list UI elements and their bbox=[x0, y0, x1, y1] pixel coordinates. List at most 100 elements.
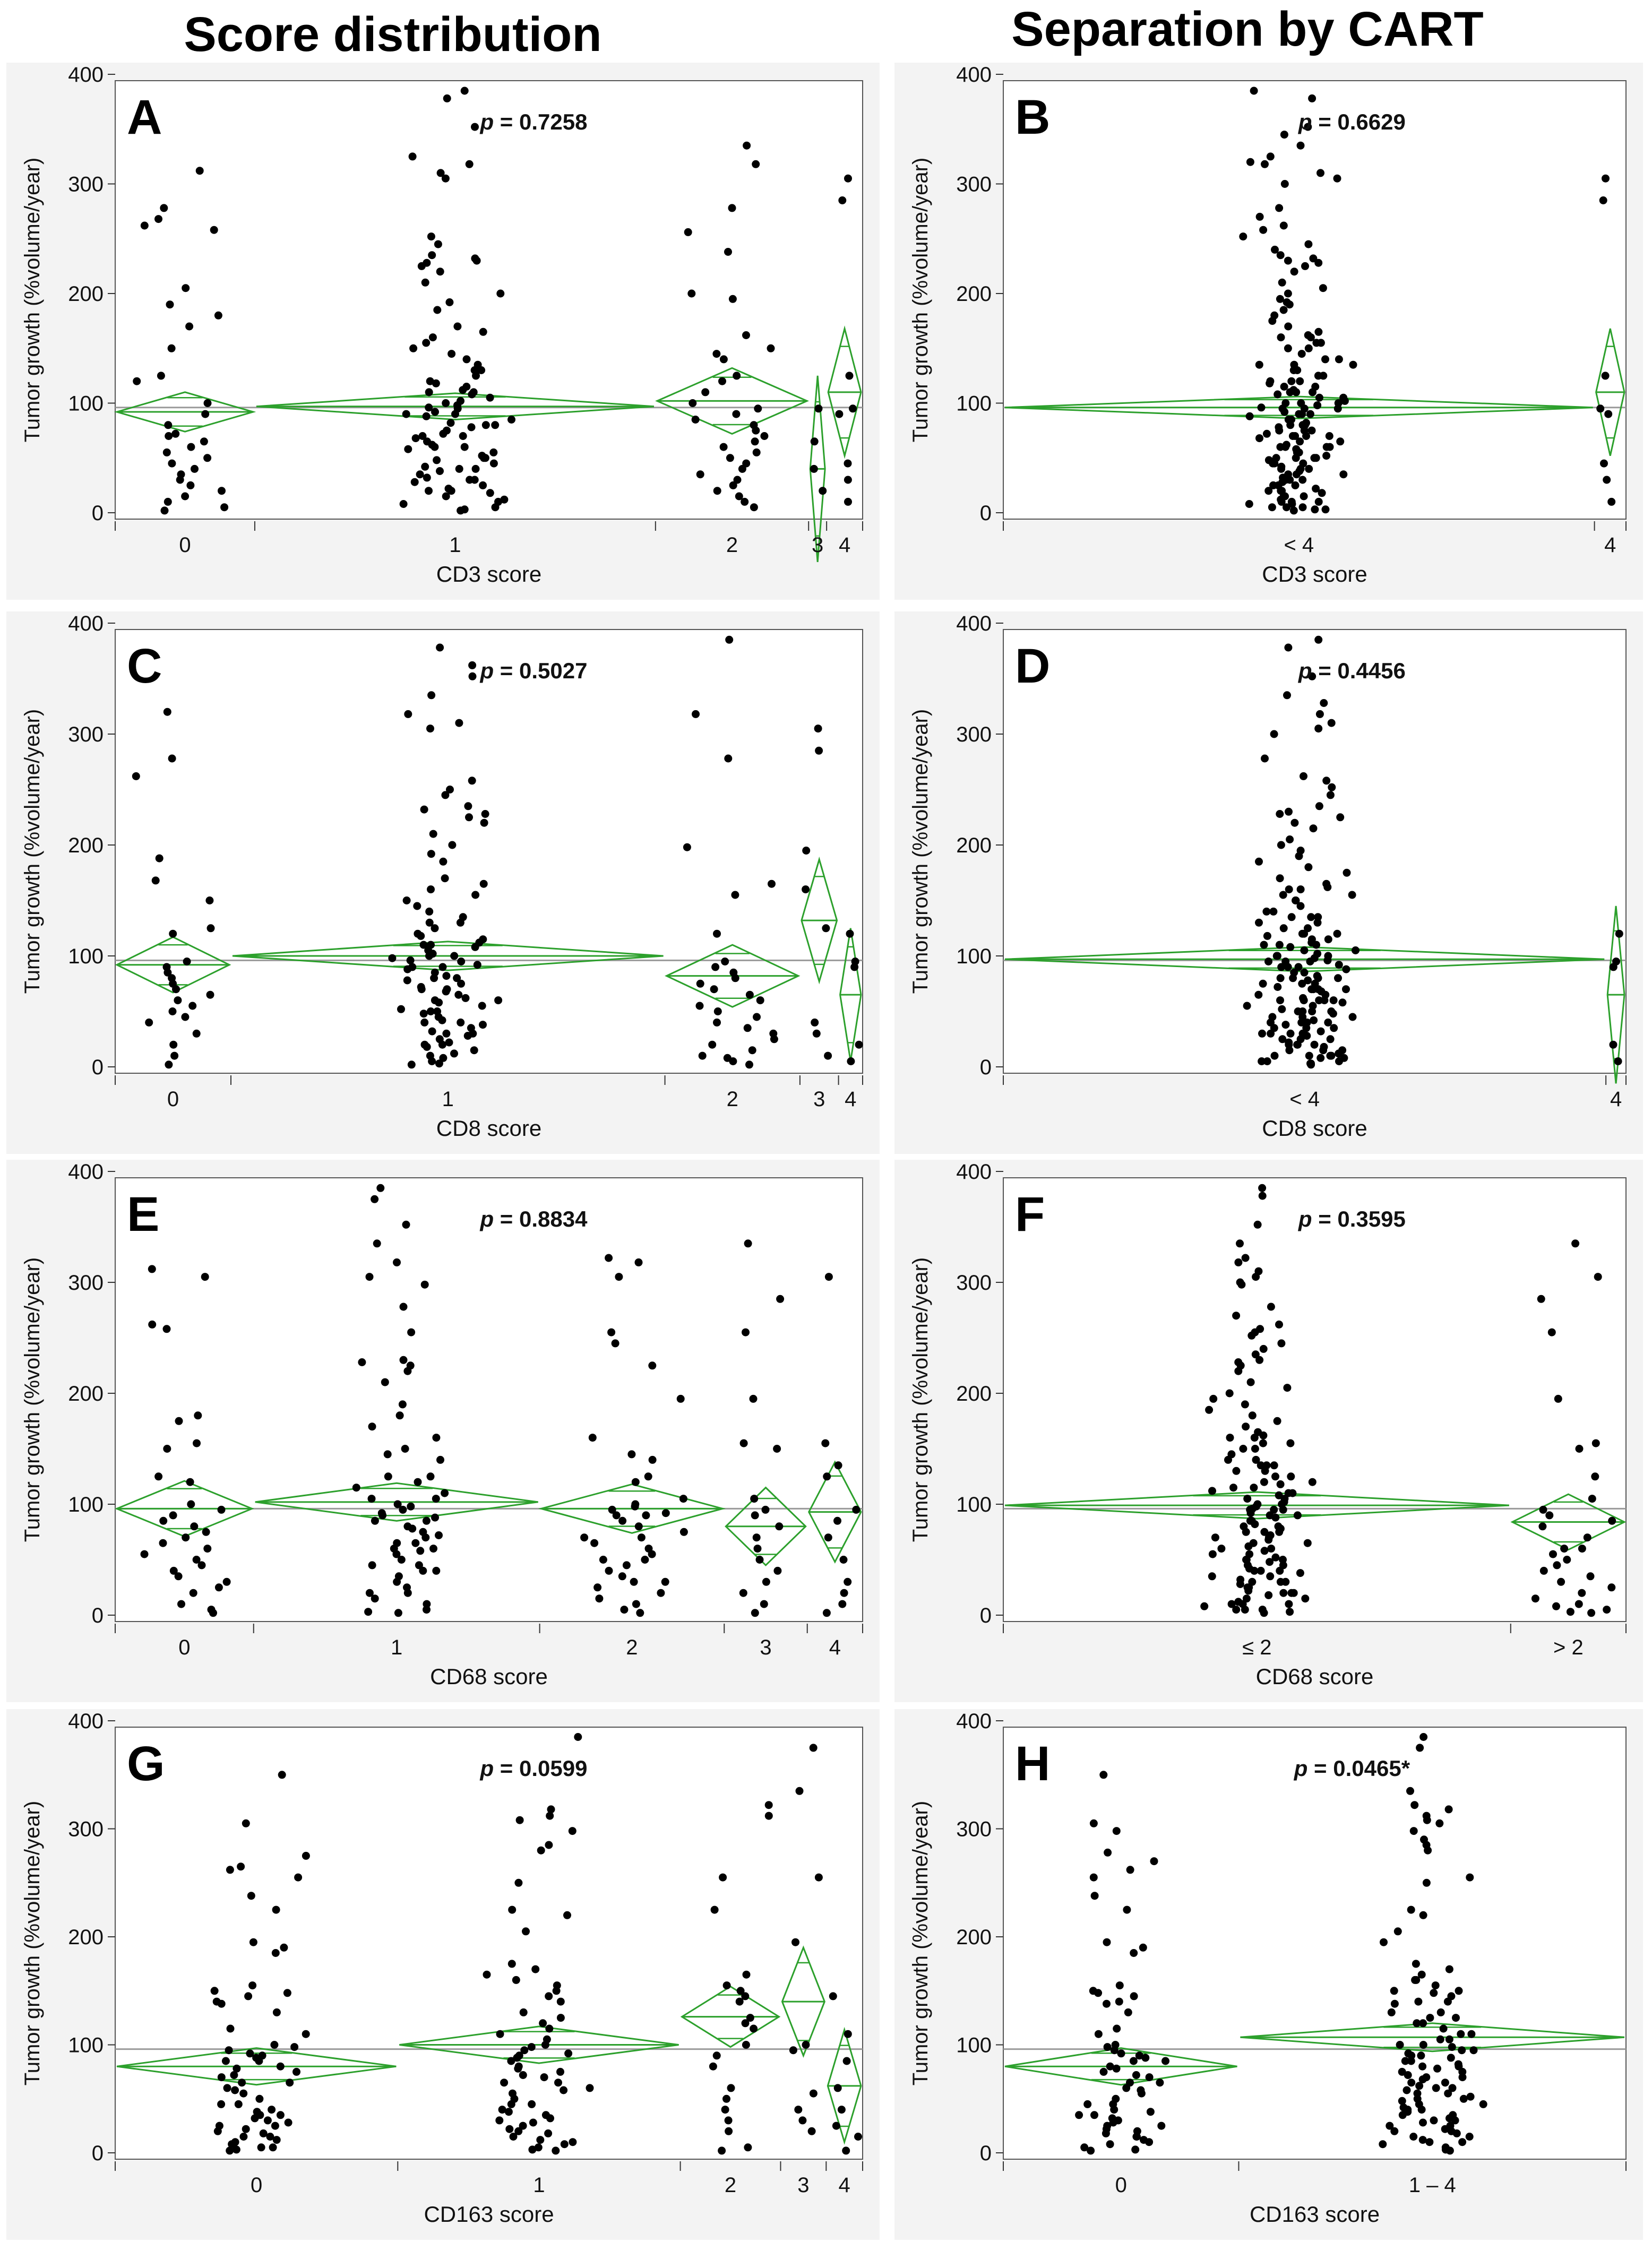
data-point bbox=[388, 954, 397, 962]
data-point bbox=[741, 1992, 750, 2000]
data-point bbox=[1304, 240, 1313, 248]
data-point bbox=[276, 2062, 285, 2071]
data-point bbox=[500, 2079, 509, 2087]
data-point bbox=[1290, 268, 1298, 276]
data-point bbox=[1433, 2064, 1441, 2073]
data-point bbox=[1115, 1997, 1123, 2006]
data-point bbox=[1447, 2054, 1455, 2062]
data-point bbox=[1241, 1606, 1249, 1614]
data-point bbox=[215, 2122, 223, 2130]
data-point bbox=[560, 2086, 568, 2094]
data-point bbox=[1229, 1484, 1237, 1492]
data-point bbox=[709, 2062, 717, 2071]
data-point bbox=[201, 1273, 209, 1281]
data-point bbox=[164, 968, 172, 977]
data-point bbox=[712, 350, 721, 358]
panel-f: 0 100 200 300 400 Tumor growth (%volume/year)… bbox=[894, 1160, 1643, 1702]
data-point bbox=[1300, 929, 1309, 938]
data-point bbox=[833, 1516, 841, 1525]
data-point bbox=[1412, 1960, 1420, 1968]
data-point bbox=[822, 1609, 831, 1617]
data-point bbox=[1245, 500, 1253, 508]
data-point bbox=[163, 708, 171, 716]
plot-frame bbox=[115, 80, 863, 520]
data-point bbox=[1406, 1787, 1414, 1795]
data-point bbox=[456, 918, 464, 927]
data-point bbox=[1258, 1057, 1266, 1065]
data-point bbox=[447, 487, 455, 495]
data-point bbox=[741, 497, 749, 506]
data-point bbox=[739, 1589, 747, 1597]
panel-letter: H bbox=[1015, 1737, 1050, 1791]
data-point bbox=[1292, 470, 1301, 479]
data-point bbox=[1435, 1819, 1444, 1827]
data-point bbox=[1226, 1434, 1234, 1442]
data-point bbox=[514, 2127, 523, 2135]
data-point bbox=[170, 1051, 179, 1060]
data-point bbox=[1255, 1356, 1264, 1364]
data-point bbox=[1264, 1591, 1273, 1599]
data-point bbox=[732, 410, 741, 418]
data-point bbox=[1419, 1733, 1428, 1741]
data-point bbox=[1255, 434, 1263, 443]
group-4: 4 bbox=[827, 1992, 862, 2197]
data-point bbox=[1292, 388, 1301, 396]
x-tick-label: 3 bbox=[797, 2174, 809, 2197]
panel-letter: B bbox=[1015, 90, 1050, 144]
data-point bbox=[473, 961, 481, 969]
data-point bbox=[544, 2129, 553, 2137]
y-tick-label: 100 bbox=[956, 2034, 992, 2057]
data-point bbox=[1336, 437, 1345, 446]
data-point bbox=[431, 408, 439, 416]
data-point bbox=[470, 366, 479, 374]
data-point bbox=[1129, 2057, 1138, 2065]
data-point bbox=[439, 1054, 448, 1062]
data-point bbox=[169, 929, 177, 938]
data-point bbox=[1248, 1577, 1257, 1586]
y-tick-label: 0 bbox=[92, 1056, 104, 1079]
data-point bbox=[586, 2084, 594, 2092]
data-point bbox=[255, 2057, 263, 2065]
data-point bbox=[809, 1744, 818, 1752]
data-point bbox=[764, 1801, 773, 1809]
data-point bbox=[1300, 968, 1309, 977]
data-point bbox=[438, 963, 447, 971]
data-point bbox=[373, 1239, 381, 1248]
data-point bbox=[457, 1018, 465, 1027]
data-point bbox=[838, 196, 847, 204]
data-point bbox=[1280, 408, 1289, 416]
data-point bbox=[302, 2030, 310, 2038]
data-point bbox=[1531, 1594, 1539, 1603]
y-tick-label: 200 bbox=[956, 1382, 992, 1405]
p-value-label: p = 0.4456 bbox=[1298, 658, 1406, 683]
data-point bbox=[1549, 1550, 1557, 1558]
data-point bbox=[1112, 2064, 1121, 2073]
data-point bbox=[421, 278, 429, 287]
data-point bbox=[696, 470, 704, 479]
data-point bbox=[1583, 1533, 1591, 1542]
panel-e: 0 100 200 300 400 Tumor growth (%volume/year)… bbox=[6, 1160, 880, 1702]
data-point bbox=[1161, 2057, 1169, 2065]
data-point bbox=[1094, 2030, 1103, 2038]
data-point bbox=[529, 2118, 537, 2127]
x-tick-label: 3 bbox=[760, 1636, 771, 1659]
data-point bbox=[590, 1539, 599, 1547]
x-tick-label: 0 bbox=[167, 1088, 179, 1111]
data-point bbox=[1591, 1439, 1600, 1447]
data-point bbox=[480, 818, 488, 827]
data-point bbox=[1425, 2138, 1434, 2146]
data-point bbox=[749, 1394, 758, 1403]
data-point bbox=[1280, 131, 1288, 139]
y-axis-label: Tumor growth (%volume/year) bbox=[909, 158, 932, 442]
data-point bbox=[242, 2125, 250, 2133]
data-point bbox=[724, 754, 733, 763]
data-point bbox=[384, 1472, 392, 1481]
data-point bbox=[1393, 1927, 1402, 1936]
data-point bbox=[1275, 426, 1284, 435]
data-point bbox=[1554, 1394, 1562, 1403]
data-point bbox=[431, 996, 439, 1005]
data-point bbox=[1436, 2035, 1444, 2043]
data-point bbox=[1099, 1771, 1108, 1779]
data-point bbox=[232, 2145, 240, 2154]
panel-letter: F bbox=[1015, 1187, 1045, 1241]
